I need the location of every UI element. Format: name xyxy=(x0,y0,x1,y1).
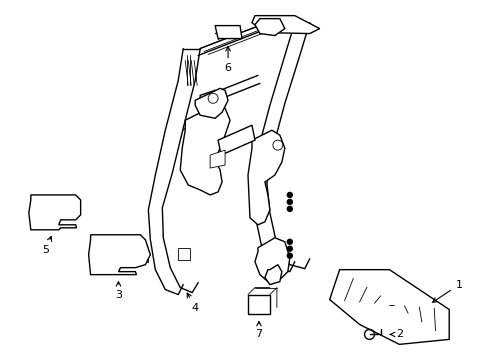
Circle shape xyxy=(287,193,292,197)
Polygon shape xyxy=(215,26,242,39)
Polygon shape xyxy=(264,265,281,285)
Polygon shape xyxy=(210,150,224,168)
Circle shape xyxy=(287,253,292,258)
Text: 5: 5 xyxy=(42,237,51,255)
Polygon shape xyxy=(247,130,285,225)
Polygon shape xyxy=(180,105,229,195)
Circle shape xyxy=(287,199,292,204)
Text: 2: 2 xyxy=(389,329,402,339)
Text: 7: 7 xyxy=(255,321,262,339)
Polygon shape xyxy=(218,125,254,155)
Circle shape xyxy=(287,246,292,251)
Polygon shape xyxy=(251,15,319,33)
Polygon shape xyxy=(200,90,224,115)
Circle shape xyxy=(287,239,292,244)
Polygon shape xyxy=(329,270,448,345)
Circle shape xyxy=(287,206,292,211)
Polygon shape xyxy=(178,248,190,260)
Text: 4: 4 xyxy=(187,293,198,312)
Polygon shape xyxy=(254,19,285,36)
Polygon shape xyxy=(29,195,81,230)
Polygon shape xyxy=(195,88,227,118)
Text: 1: 1 xyxy=(432,280,462,302)
Polygon shape xyxy=(88,235,150,275)
Polygon shape xyxy=(247,294,269,315)
Text: 6: 6 xyxy=(224,46,231,73)
Polygon shape xyxy=(254,238,289,282)
Text: 3: 3 xyxy=(115,282,122,300)
